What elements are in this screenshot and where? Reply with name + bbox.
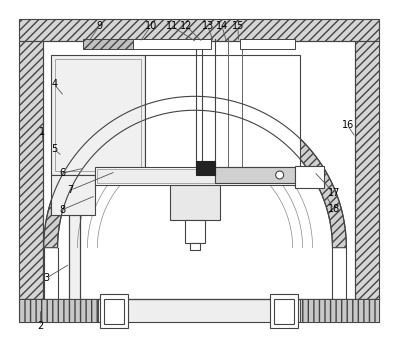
Text: 16: 16 xyxy=(341,120,354,130)
Text: 1: 1 xyxy=(39,127,45,137)
Polygon shape xyxy=(44,96,346,248)
Bar xyxy=(355,40,379,299)
Bar xyxy=(196,161,215,175)
Bar xyxy=(19,299,379,322)
Text: 8: 8 xyxy=(59,205,65,215)
Text: 2: 2 xyxy=(37,321,43,331)
Bar xyxy=(19,299,98,322)
Bar xyxy=(300,299,379,322)
Bar xyxy=(98,169,318,183)
Bar xyxy=(185,220,205,243)
Bar xyxy=(51,56,145,175)
Bar xyxy=(240,38,295,48)
Circle shape xyxy=(276,171,284,179)
Text: 7: 7 xyxy=(67,185,73,195)
Text: 5: 5 xyxy=(51,144,57,154)
Bar xyxy=(145,56,300,175)
Bar xyxy=(104,299,124,324)
Bar xyxy=(96,167,320,185)
Text: 11: 11 xyxy=(166,21,178,31)
Text: 17: 17 xyxy=(328,188,340,198)
Bar xyxy=(19,19,379,40)
Bar xyxy=(19,40,43,299)
Text: 15: 15 xyxy=(232,21,244,31)
Bar xyxy=(274,299,294,324)
Bar xyxy=(55,59,141,171)
Bar xyxy=(190,243,200,250)
Text: 13: 13 xyxy=(202,21,214,31)
Text: 4: 4 xyxy=(51,79,57,90)
Text: 14: 14 xyxy=(216,21,228,31)
Text: 10: 10 xyxy=(144,21,157,31)
Text: 12: 12 xyxy=(180,21,193,31)
Bar xyxy=(100,295,128,328)
Bar xyxy=(84,38,133,48)
Bar xyxy=(43,40,355,299)
Text: 3: 3 xyxy=(43,273,49,283)
Text: 6: 6 xyxy=(59,168,65,178)
Bar xyxy=(68,215,80,299)
Bar xyxy=(133,38,211,48)
Text: 18: 18 xyxy=(328,204,340,214)
Bar xyxy=(270,295,298,328)
Bar xyxy=(170,185,220,220)
Bar xyxy=(51,175,96,215)
Bar xyxy=(295,166,324,188)
Bar xyxy=(215,167,295,183)
Text: 9: 9 xyxy=(96,21,102,31)
